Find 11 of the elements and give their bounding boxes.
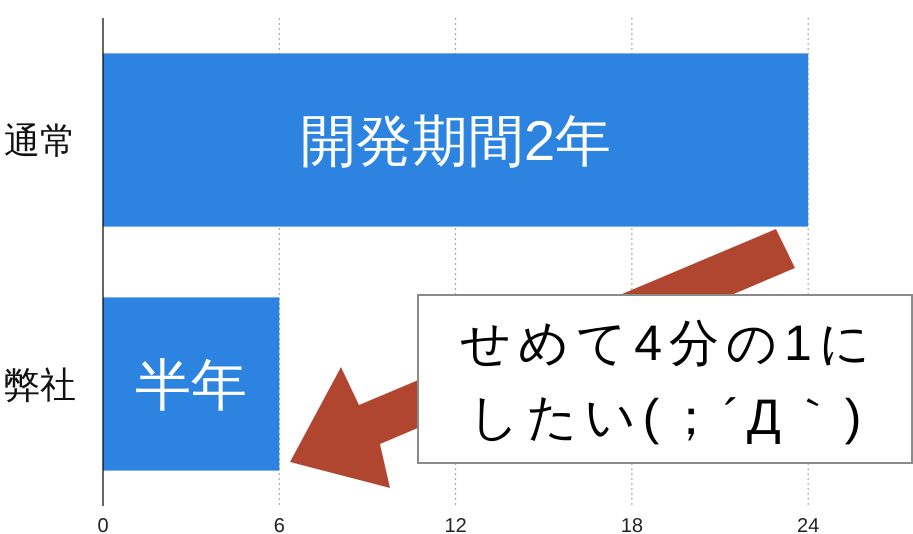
- x-tick-label: 12: [444, 515, 467, 534]
- annotation: せめて4分の1にしたい(；´Д｀): [417, 294, 913, 464]
- annotation: せめて4分の1にしたい(；´Д｀): [460, 315, 877, 445]
- x-tick-label: 6: [274, 515, 285, 534]
- x-tick-label: 24: [797, 515, 820, 534]
- data-label: 半年: [135, 353, 248, 416]
- y-tick-label: 弊社: [4, 364, 76, 405]
- x-tick-label: 0: [97, 515, 109, 534]
- data-label: 開発期間2年: [300, 109, 612, 172]
- y-tick-label: 通常: [4, 120, 76, 161]
- x-tick-label: 18: [620, 515, 643, 534]
